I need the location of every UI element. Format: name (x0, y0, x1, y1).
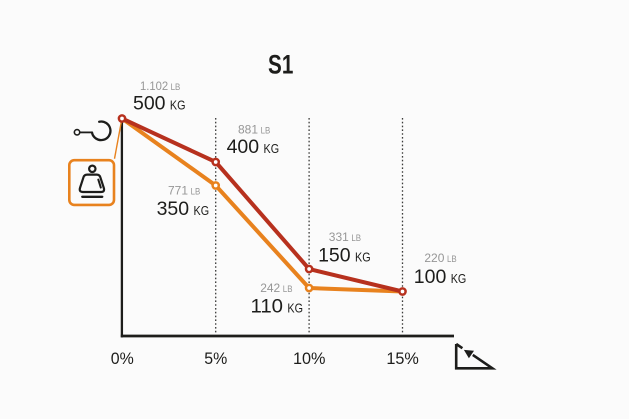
svg-text:KG: KG (287, 301, 303, 316)
svg-text:KG: KG (170, 97, 186, 112)
svg-text:100: 100 (414, 267, 447, 288)
svg-text:331: 331 (329, 230, 349, 244)
svg-text:S1: S1 (268, 50, 293, 80)
svg-text:771: 771 (168, 184, 188, 198)
svg-text:LB: LB (261, 125, 271, 135)
svg-text:220: 220 (424, 251, 444, 265)
svg-text:KG: KG (355, 249, 371, 264)
svg-text:KG: KG (451, 271, 467, 286)
svg-text:LB: LB (447, 254, 457, 264)
svg-text:881: 881 (238, 122, 258, 136)
svg-text:350: 350 (157, 199, 190, 220)
svg-text:0%: 0% (111, 350, 134, 368)
svg-text:5%: 5% (204, 350, 227, 368)
svg-text:1.102: 1.102 (140, 79, 169, 93)
svg-text:150: 150 (318, 245, 351, 266)
svg-text:LB: LB (283, 284, 293, 294)
svg-text:10%: 10% (293, 350, 326, 368)
svg-text:110: 110 (251, 297, 284, 318)
svg-text:LB: LB (191, 187, 201, 197)
svg-text:15%: 15% (386, 350, 419, 368)
svg-text:KG: KG (264, 141, 280, 156)
svg-text:KG: KG (194, 203, 210, 218)
svg-text:LB: LB (351, 233, 361, 243)
svg-text:242: 242 (260, 281, 280, 295)
svg-text:500: 500 (133, 93, 166, 114)
svg-text:400: 400 (227, 137, 260, 158)
svg-text:LB: LB (171, 82, 181, 92)
